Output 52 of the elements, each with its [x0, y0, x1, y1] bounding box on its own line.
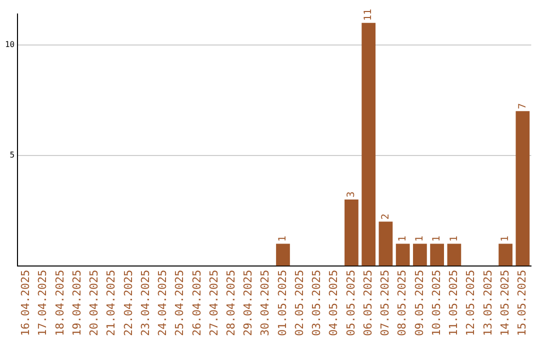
x-tick-label: 17.04.2025 — [36, 270, 50, 336]
x-tick-label: 21.04.2025 — [104, 270, 118, 336]
x-tick-label: 01.05.2025 — [276, 270, 289, 336]
data-label: 2 — [380, 214, 392, 220]
data-label: 1 — [448, 236, 460, 242]
x-tick-label: 09.05.2025 — [412, 270, 426, 336]
x-tick-label: 08.05.2025 — [396, 270, 409, 336]
bar — [498, 244, 512, 266]
data-label: 7 — [517, 103, 528, 110]
x-tick-label: 20.04.2025 — [88, 270, 101, 336]
data-label: 11 — [363, 8, 374, 21]
bar — [430, 244, 444, 266]
x-tick-label: 29.04.2025 — [242, 270, 255, 336]
x-tick-label: 06.05.2025 — [361, 270, 374, 336]
bar — [276, 244, 290, 266]
x-tick-label: 24.04.2025 — [156, 270, 170, 336]
x-tick-label: 13.05.2025 — [481, 270, 494, 336]
x-tick-label: 28.04.2025 — [224, 270, 238, 336]
x-tick-label: 03.05.2025 — [310, 270, 324, 336]
data-label: 1 — [397, 236, 408, 242]
x-tick-label: 26.04.2025 — [190, 270, 204, 336]
x-tick-label: 18.04.2025 — [53, 270, 66, 336]
bar — [362, 22, 376, 266]
x-tick-label: 15.05.2025 — [516, 270, 529, 336]
x-tick-label: 12.05.2025 — [464, 270, 478, 336]
x-tick-label: 27.04.2025 — [207, 270, 220, 336]
x-tick-label: 22.04.2025 — [122, 270, 135, 336]
bar — [413, 244, 427, 266]
bar — [447, 244, 462, 266]
x-tick-label: 23.04.2025 — [138, 270, 152, 336]
x-tick-label: 19.04.2025 — [70, 270, 84, 336]
data-label: 3 — [346, 191, 358, 198]
x-tick-label: 25.04.2025 — [173, 270, 186, 336]
x-tick-label: 30.04.2025 — [258, 270, 272, 336]
y-tick-label: 10 — [4, 40, 15, 49]
x-tick-label: 16.04.2025 — [19, 270, 32, 336]
bar — [516, 111, 530, 266]
x-tick-label: 14.05.2025 — [498, 270, 512, 336]
bar — [396, 244, 410, 266]
x-tick-label: 02.05.2025 — [292, 270, 306, 336]
bar — [344, 200, 358, 266]
x-tick-label: 11.05.2025 — [447, 270, 460, 336]
x-tick-label: 05.05.2025 — [344, 270, 358, 336]
bar — [378, 222, 393, 266]
data-label: 1 — [414, 236, 426, 242]
x-tick-label: 04.05.2025 — [327, 270, 340, 336]
data-label: 1 — [432, 236, 443, 242]
data-label: 1 — [500, 236, 512, 242]
x-tick-label: 10.05.2025 — [430, 270, 443, 336]
x-tick-label: 07.05.2025 — [378, 270, 392, 336]
data-label: 1 — [278, 236, 289, 242]
y-tick-label: 5 — [10, 150, 15, 160]
